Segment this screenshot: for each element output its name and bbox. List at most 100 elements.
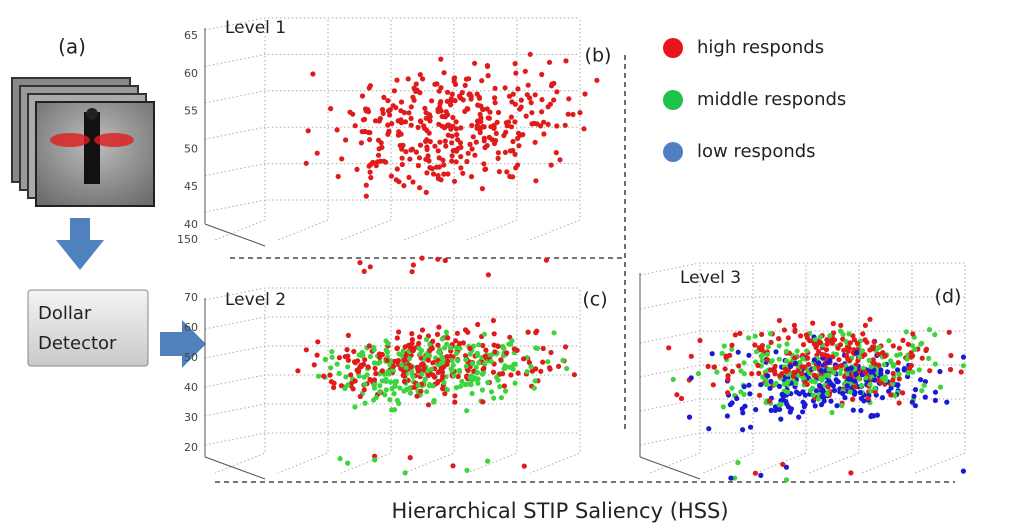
scatter-dot	[862, 369, 868, 375]
scatter-dot	[377, 383, 383, 389]
scatter-dot	[958, 369, 964, 375]
scatter-dot	[469, 146, 475, 152]
scatter-dot	[543, 257, 550, 263]
scatter-dot	[337, 456, 343, 462]
plots: 65 60 55 50 45 40 150 Level 1 (b) 70 60 50 40 30 20 Lev…	[177, 17, 967, 483]
scatter-dot	[435, 173, 441, 179]
scatter-dot	[512, 151, 518, 157]
scatter-dot	[465, 150, 471, 156]
scatter-dot	[521, 356, 527, 362]
scatter-panel: 70 60 50 40 30 20 Level 2 (c)	[184, 287, 608, 480]
scatter-dot	[811, 365, 817, 372]
scatter-dot	[455, 358, 461, 364]
scatter-dot	[501, 383, 507, 389]
scatter-dot	[449, 133, 455, 139]
scatter-dot	[392, 379, 398, 385]
scatter-dot	[539, 109, 545, 115]
scatter-dot	[798, 333, 804, 339]
scatter-dot	[468, 174, 475, 180]
scatter-dot	[818, 368, 825, 374]
caption: Hierarchical STIP Saliency (HSS)	[391, 499, 728, 523]
scatter-dot	[946, 329, 952, 335]
scatter-dot	[481, 365, 487, 371]
grid-line	[914, 265, 966, 474]
scatter-dot	[415, 124, 421, 130]
scatter-dot	[476, 95, 483, 101]
scatter-dot	[488, 358, 494, 364]
scatter-dot	[554, 123, 560, 129]
scatter-dot	[807, 388, 814, 394]
scatter-dot	[419, 327, 426, 333]
scatter-dot	[480, 399, 486, 405]
scatter-dot	[435, 342, 441, 348]
scatter-dot	[824, 341, 830, 347]
scatter-dot	[534, 328, 540, 334]
scatter-dot	[533, 178, 539, 184]
scatter-dot	[800, 409, 806, 415]
scatter-dot	[486, 134, 492, 140]
scatter-dot	[802, 402, 808, 408]
scatter-dot	[479, 186, 485, 192]
scatter-dot	[769, 358, 775, 364]
scatter-dot	[805, 355, 811, 361]
scatter-dot	[399, 362, 405, 368]
scatter-dot	[777, 373, 783, 379]
scatter-dot	[711, 364, 718, 370]
scatter-dot	[843, 339, 849, 345]
scatter-dot	[793, 380, 799, 386]
scatter-dot	[695, 371, 702, 377]
scatter-dot	[852, 389, 858, 395]
scatter-dot	[512, 380, 518, 386]
scatter-dot	[910, 331, 916, 337]
grid-line	[204, 345, 580, 359]
scatter-dot	[445, 171, 451, 177]
scatter-dot	[379, 351, 385, 358]
y-tick-label: 55	[184, 105, 198, 118]
scatter-dot	[303, 160, 309, 166]
scatter-dot	[874, 412, 881, 418]
scatter-dot	[423, 336, 430, 343]
scatter-dot	[465, 367, 471, 374]
scatter-dot	[424, 127, 430, 134]
scatter-dot	[847, 340, 853, 346]
scatter-dot	[387, 112, 393, 118]
scatter-dot	[462, 381, 468, 388]
scatter-dot	[469, 361, 475, 367]
scatter-dot	[818, 375, 824, 381]
scatter-dot	[729, 346, 735, 352]
scatter-dot	[391, 391, 397, 397]
scatter-dot	[881, 362, 887, 368]
scatter-dot	[795, 368, 801, 374]
scatter-dot	[334, 127, 340, 133]
scatter-dot	[566, 96, 572, 102]
scatter-dot	[467, 141, 473, 147]
scatter-dot	[492, 95, 498, 101]
scatter-dot	[852, 384, 858, 390]
scatter-dot	[772, 404, 779, 410]
scatter-dot	[513, 165, 519, 171]
scatter-dot	[776, 383, 783, 389]
scatter-dot	[491, 331, 497, 337]
scatter-dot	[425, 373, 431, 379]
scatter-dot	[423, 189, 429, 195]
scatter-dot	[426, 158, 432, 164]
legend-label: low responds	[697, 141, 816, 162]
scatter-dot	[854, 350, 860, 356]
scatter-dot	[472, 152, 478, 158]
scatter-dot	[460, 340, 466, 346]
scatter-dot	[868, 364, 874, 370]
scatter-dot	[476, 360, 482, 366]
scatter-dot	[824, 337, 830, 343]
scatter-dot	[781, 381, 788, 387]
scatter-dot	[417, 185, 423, 191]
scatter-dot	[895, 382, 901, 388]
scatter-dot	[434, 331, 441, 337]
scatter-dot	[835, 379, 841, 385]
scatter-dot	[836, 357, 842, 363]
scatter-dot	[352, 378, 358, 384]
scatter-dot	[430, 360, 436, 366]
scatter-dot	[482, 353, 488, 359]
scatter-dot	[424, 170, 430, 176]
scatter-dot	[944, 399, 950, 405]
scatter-dot	[512, 361, 518, 367]
